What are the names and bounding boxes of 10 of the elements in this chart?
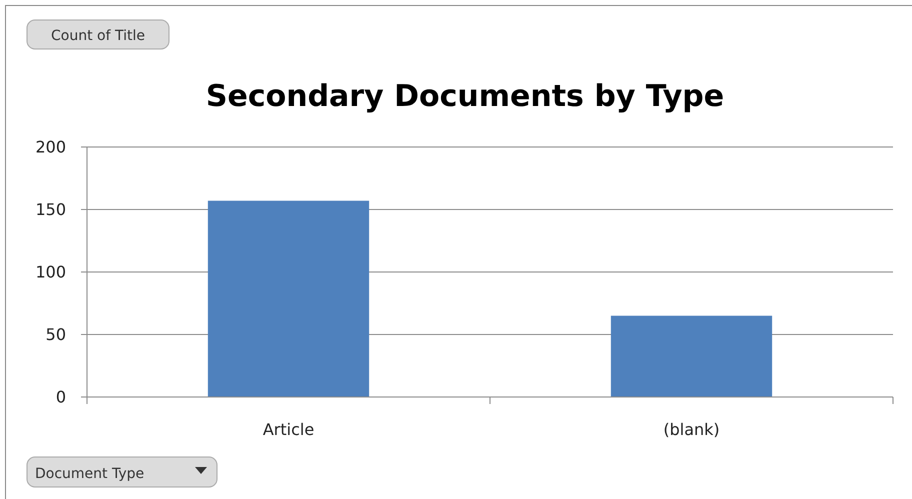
- y-tick-label: 50: [46, 325, 66, 344]
- x-tick-label: (blank): [663, 420, 720, 439]
- x-axis-title: Document Type: [35, 466, 144, 482]
- y-tick-label: 100: [35, 262, 66, 282]
- text: Count of Title: [51, 28, 145, 44]
- y-tick-label: 0: [56, 388, 66, 407]
- y-tick-label: 150: [35, 200, 66, 220]
- chart-title: Secondary Documents by Type: [206, 79, 724, 114]
- x-tick-label: Article: [262, 420, 314, 439]
- y-tick-label: 200: [35, 138, 66, 157]
